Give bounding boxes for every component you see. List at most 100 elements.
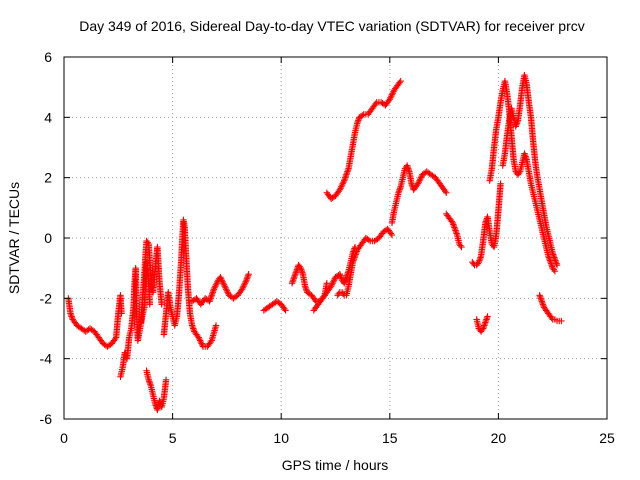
y-axis-label: SDTVAR / TECUs bbox=[6, 182, 22, 294]
data-point bbox=[551, 267, 559, 275]
data-point bbox=[365, 236, 373, 244]
data-point bbox=[198, 340, 205, 347]
x-tick-label: 5 bbox=[169, 430, 177, 446]
data-point bbox=[196, 337, 204, 344]
data-point bbox=[245, 271, 252, 278]
data-point bbox=[484, 313, 491, 320]
data-point bbox=[372, 100, 379, 107]
data-point bbox=[210, 286, 218, 293]
y-tick-label: -6 bbox=[40, 411, 53, 427]
data-point bbox=[224, 289, 231, 296]
x-axis-label: GPS time / hours bbox=[282, 457, 389, 473]
data-point bbox=[240, 283, 247, 290]
data-point bbox=[457, 242, 464, 249]
data-point bbox=[548, 314, 555, 322]
data-point bbox=[550, 266, 557, 273]
data-point bbox=[220, 281, 228, 288]
data-point bbox=[211, 284, 218, 291]
data-point bbox=[327, 283, 335, 290]
data-point bbox=[387, 94, 394, 101]
y-tick-labels: -6 -4 -2 0 2 4 6 bbox=[40, 49, 53, 427]
data-point bbox=[207, 338, 214, 346]
data-point bbox=[417, 175, 424, 183]
data-point bbox=[111, 335, 119, 343]
data-point bbox=[338, 183, 345, 190]
data-point bbox=[241, 281, 248, 288]
data-point bbox=[388, 93, 395, 100]
data-point bbox=[222, 284, 229, 291]
y-tick-label: 4 bbox=[44, 109, 52, 125]
data-point bbox=[329, 280, 336, 287]
x-tick-label: 10 bbox=[273, 430, 289, 446]
axis-ticks bbox=[63, 56, 608, 420]
data-point bbox=[388, 231, 396, 239]
x-tick-label: 20 bbox=[491, 430, 507, 446]
x-tick-label: 15 bbox=[382, 430, 398, 446]
data-point bbox=[397, 77, 404, 85]
data-point bbox=[396, 79, 403, 86]
data-point bbox=[497, 180, 504, 187]
data-point bbox=[222, 286, 230, 293]
data-point bbox=[311, 296, 319, 304]
data-point bbox=[389, 90, 396, 97]
data-point bbox=[197, 338, 205, 346]
data-point bbox=[199, 341, 206, 349]
data-point bbox=[118, 310, 125, 317]
chart-title: Day 349 of 2016, Sidereal Day-to-day VTE… bbox=[79, 18, 585, 34]
data-point bbox=[212, 281, 220, 288]
plot-frame bbox=[63, 56, 608, 420]
data-point bbox=[340, 178, 347, 186]
x-tick-label: 0 bbox=[60, 430, 68, 446]
data-point bbox=[217, 275, 225, 282]
data-point bbox=[337, 185, 344, 192]
data-point bbox=[441, 188, 449, 195]
data-point bbox=[162, 376, 170, 383]
y-tick-label: 2 bbox=[44, 170, 52, 186]
data-point bbox=[388, 91, 396, 98]
data-point bbox=[217, 274, 224, 281]
data-point bbox=[281, 305, 288, 313]
data-point bbox=[196, 335, 203, 343]
data-point bbox=[330, 277, 338, 284]
data-point bbox=[328, 281, 336, 288]
data-point bbox=[416, 177, 423, 184]
data-point bbox=[212, 322, 220, 329]
data-point bbox=[242, 278, 249, 285]
data-point bbox=[238, 286, 246, 293]
data-point bbox=[339, 180, 346, 187]
data-point bbox=[213, 280, 220, 287]
data-point bbox=[338, 182, 346, 189]
data-point bbox=[417, 174, 425, 181]
data-point bbox=[336, 186, 344, 193]
x-tick-labels: 0 5 10 15 20 25 bbox=[60, 430, 615, 446]
data-point bbox=[414, 180, 422, 187]
data-series bbox=[65, 71, 565, 414]
y-tick-label: -2 bbox=[40, 290, 53, 306]
data-point bbox=[415, 178, 422, 186]
data-point bbox=[558, 317, 565, 325]
data-point bbox=[359, 112, 366, 119]
data-point bbox=[282, 307, 289, 314]
x-tick-label: 25 bbox=[599, 430, 615, 446]
data-point bbox=[553, 261, 561, 269]
data-point bbox=[330, 278, 337, 285]
data-point bbox=[323, 280, 331, 287]
data-point bbox=[458, 243, 465, 251]
data-point bbox=[221, 283, 228, 290]
data-point bbox=[212, 283, 219, 290]
y-tick-label: 6 bbox=[44, 49, 52, 65]
data-point bbox=[386, 96, 393, 103]
data-point bbox=[239, 284, 247, 291]
data-point bbox=[241, 280, 249, 287]
y-tick-label: 0 bbox=[44, 230, 52, 246]
grid bbox=[64, 57, 607, 419]
data-point bbox=[515, 169, 523, 177]
data-point bbox=[144, 239, 151, 246]
data-point bbox=[223, 287, 231, 294]
data-point bbox=[387, 230, 395, 237]
y-tick-label: -4 bbox=[40, 351, 53, 367]
data-point bbox=[219, 278, 226, 285]
data-point bbox=[443, 189, 450, 196]
data-point bbox=[146, 301, 153, 308]
